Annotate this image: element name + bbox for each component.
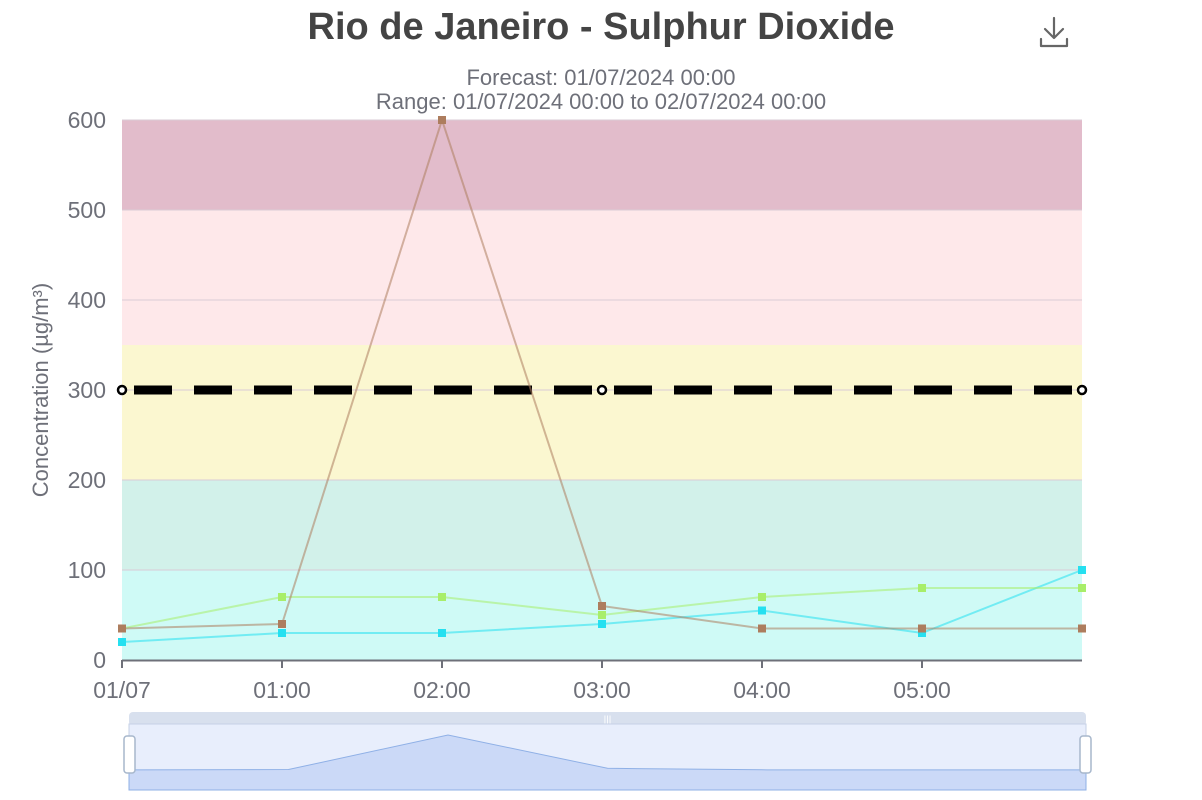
download-icon xyxy=(1039,16,1069,48)
threshold-marker-2 xyxy=(1076,384,1088,396)
series-1-point-1 xyxy=(278,593,286,601)
y-tick-label-3: 300 xyxy=(68,377,106,403)
series-0-point-0 xyxy=(118,638,126,646)
series-0-point-1 xyxy=(278,629,286,637)
series-1-point-2 xyxy=(438,593,446,601)
x-tick-label-2: 02:00 xyxy=(413,677,471,703)
series-2-point-5 xyxy=(918,624,926,633)
y-tick-label-1: 100 xyxy=(68,557,106,583)
navigator-series-area xyxy=(128,734,1087,791)
y-tick-label-2: 200 xyxy=(68,467,106,493)
y-tick-label-5: 500 xyxy=(68,197,106,223)
navigator-top-handle[interactable] xyxy=(129,712,1086,726)
series-1-point-5 xyxy=(918,584,926,592)
series-1-point-6 xyxy=(1078,584,1086,592)
chart-subtitle-range: Range: 01/07/2024 00:00 to 02/07/2024 00… xyxy=(375,89,827,114)
band-1 xyxy=(122,480,1082,570)
x-tick-label-5: 05:00 xyxy=(893,677,951,703)
x-tick-label-3: 03:00 xyxy=(573,677,631,703)
x-tick-label-4: 04:00 xyxy=(733,677,791,703)
axis-layer: 0 100 200 300 400 500 600 Concentration (µg/m³)… xyxy=(28,107,1082,703)
series-0-point-2 xyxy=(438,629,446,637)
download-button[interactable] xyxy=(1036,14,1072,50)
y-tick-label-6: 600 xyxy=(68,107,106,133)
series-0-point-6 xyxy=(1078,566,1086,574)
navigator-right-handle[interactable] xyxy=(1079,735,1092,774)
series-2-point-4 xyxy=(758,624,766,633)
navigator-left-handle[interactable] xyxy=(123,735,136,774)
band-2 xyxy=(122,345,1082,480)
series-layer xyxy=(118,116,1086,646)
y-tick-label-4: 400 xyxy=(68,287,106,313)
threshold-marker-0 xyxy=(116,384,128,396)
series-0-point-3 xyxy=(598,620,606,628)
x-tick-label-0: 01/07 xyxy=(93,677,151,703)
series-2-point-6 xyxy=(1078,624,1086,633)
navigator-grip-icon: ||| xyxy=(604,715,612,726)
series-2-point-3 xyxy=(598,602,606,610)
band-3 xyxy=(122,210,1082,345)
x-tick-label-1: 01:00 xyxy=(253,677,311,703)
y-tick-label-0: 0 xyxy=(93,647,106,673)
band-4 xyxy=(122,120,1082,210)
chart-subtitle-forecast: Forecast: 01/07/2024 00:00 xyxy=(466,65,736,90)
threshold-layer xyxy=(116,384,1088,396)
series-2-point-0 xyxy=(118,624,126,633)
series-0-point-5 xyxy=(918,629,926,637)
series-1-point-4 xyxy=(758,593,766,601)
series-1-point-3 xyxy=(598,611,606,619)
series-2-point-1 xyxy=(278,620,286,628)
y-axis-title: Concentration (µg/m³) xyxy=(28,283,53,497)
chart-title: Rio de Janeiro - Sulphur Dioxide xyxy=(307,6,895,48)
series-2-point-2 xyxy=(438,116,446,124)
series-0-point-4 xyxy=(758,606,766,615)
threshold-marker-1 xyxy=(596,384,608,396)
navigator[interactable]: ||| xyxy=(123,712,1092,791)
